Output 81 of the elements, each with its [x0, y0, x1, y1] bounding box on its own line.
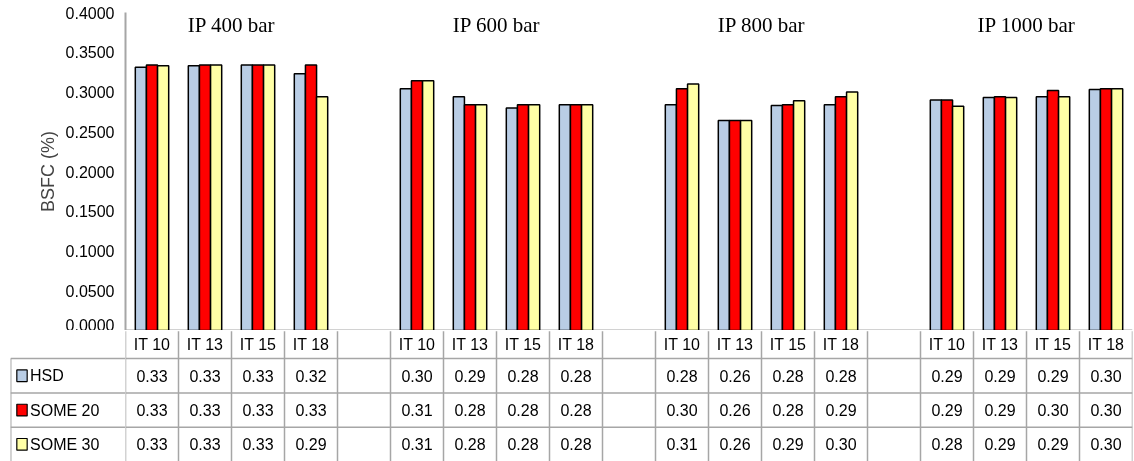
y-tick-label: 0.1000	[65, 243, 115, 260]
data-label: 0.29	[984, 436, 1016, 454]
legend-label: HSD	[30, 367, 64, 385]
data-label: 0.33	[242, 436, 274, 454]
x-tick-label: IT 15	[504, 336, 542, 354]
y-tick-label: 0.0500	[65, 282, 115, 300]
data-label: 0.28	[454, 436, 486, 454]
data-label: 0.29	[984, 402, 1016, 420]
data-label: 0.28	[507, 367, 539, 385]
data-label: 0.33	[189, 367, 221, 385]
data-label: 0.29	[931, 402, 963, 420]
data-label: 0.30	[1090, 436, 1122, 454]
y-tick-label: 0.0000	[65, 316, 115, 334]
y-tick-label: 0.4000	[65, 4, 115, 22]
data-label: 0.33	[189, 402, 221, 420]
data-label: 0.33	[242, 402, 274, 420]
data-label: 0.28	[772, 367, 804, 385]
data-label: 0.29	[295, 436, 327, 454]
x-tick-label: IT 18	[292, 336, 330, 354]
data-label: 0.28	[825, 367, 857, 385]
x-tick-label: IT 18	[822, 336, 860, 354]
data-label: 0.31	[401, 402, 433, 420]
data-label: 0.33	[242, 367, 274, 385]
y-tick-label: 0.2000	[65, 163, 115, 181]
x-tick-label: IT 13	[716, 336, 754, 354]
data-label: 0.29	[1037, 367, 1069, 385]
data-label: 0.28	[560, 402, 592, 420]
data-label: 0.28	[507, 402, 539, 420]
annotation: IP 800 bar	[717, 12, 805, 37]
x-tick-label: IT 15	[769, 336, 807, 354]
x-tick-label: IT 10	[928, 336, 966, 354]
data-label: 0.31	[401, 436, 433, 454]
data-label: 0.28	[560, 436, 592, 454]
data-label: 0.30	[1090, 367, 1122, 385]
data-label: 0.26	[719, 402, 751, 420]
y-axis-title: BSFC (%)	[37, 131, 58, 212]
data-label: 0.28	[454, 402, 486, 420]
data-label: 0.29	[984, 367, 1016, 385]
annotation: IP 600 bar	[452, 12, 540, 37]
y-tick-label: 0.2500	[65, 123, 115, 141]
x-tick-label: IT 10	[663, 336, 701, 354]
y-tick-label: 0.1500	[65, 203, 115, 221]
data-label: 0.28	[772, 402, 804, 420]
data-label: 0.30	[1090, 402, 1122, 420]
annotation: IP 400 bar	[187, 12, 275, 37]
data-label: 0.30	[401, 367, 433, 385]
data-label: 0.33	[136, 436, 168, 454]
data-label: 0.26	[719, 367, 751, 385]
x-tick-label: IT 18	[557, 336, 595, 354]
data-label: 0.33	[295, 402, 327, 420]
data-label: 0.28	[507, 436, 539, 454]
data-label: 0.32	[295, 367, 327, 385]
data-label: 0.28	[560, 367, 592, 385]
data-label: 0.29	[825, 402, 857, 420]
data-label: 0.28	[931, 436, 963, 454]
data-label: 0.33	[136, 402, 168, 420]
data-label: 0.30	[825, 436, 857, 454]
y-tick-label: 0.3500	[65, 44, 115, 62]
annotation: IP 1000 bar	[977, 12, 1075, 37]
y-tick-label: 0.3000	[65, 84, 115, 101]
x-tick-label: IT 15	[239, 336, 277, 354]
x-tick-label: IT 13	[186, 336, 224, 354]
data-label: 0.31	[666, 436, 698, 454]
data-label: 0.30	[666, 402, 698, 420]
data-label: 0.33	[189, 436, 221, 454]
data-label: 0.28	[666, 367, 698, 385]
data-label: 0.29	[1037, 436, 1069, 454]
data-label: 0.29	[454, 367, 486, 385]
data-label: 0.29	[772, 436, 804, 454]
x-tick-label: IT 18	[1087, 336, 1125, 354]
x-tick-label: IT 10	[398, 336, 436, 354]
data-label: 0.29	[931, 367, 963, 385]
data-label: 0.33	[136, 367, 168, 385]
x-tick-label: IT 13	[981, 336, 1019, 354]
legend-label: SOME 30	[30, 435, 100, 453]
x-tick-label: IT 15	[1034, 336, 1072, 354]
legend-label: SOME 20	[30, 401, 100, 419]
x-tick-label: IT 10	[133, 336, 171, 354]
data-label: 0.26	[719, 436, 751, 454]
x-tick-label: IT 13	[451, 336, 489, 354]
data-label: 0.30	[1037, 402, 1069, 420]
